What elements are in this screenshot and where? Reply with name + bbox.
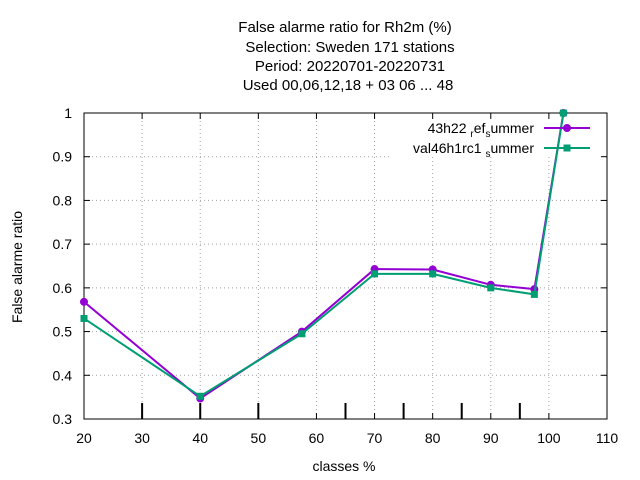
series-2-point [559, 109, 567, 117]
legend-swatch-marker-2 [563, 144, 571, 152]
y-tick-label: 0.4 [53, 367, 73, 383]
plot-border [83, 112, 608, 420]
x-tick-label: 110 [596, 430, 619, 446]
legend-swatch-marker-1 [563, 124, 571, 132]
y-tick-label: 0.5 [53, 324, 73, 340]
series [80, 109, 568, 403]
series-2-line [83, 112, 565, 398]
series-2-point [530, 290, 538, 298]
axes [83, 112, 608, 420]
legend-label-1: 43h22 refsummer [428, 120, 535, 140]
series-2-point [196, 392, 204, 400]
series-2 [80, 109, 567, 400]
x-tick-label: 70 [367, 430, 383, 446]
title-line-3: Period: 20220701-20220731 [255, 58, 445, 75]
y-tick-label: 1 [64, 105, 72, 121]
x-axis-label: classes % [312, 458, 375, 474]
x-tick-label: 30 [134, 430, 150, 446]
y-tick-label: 0.8 [53, 192, 73, 208]
legend-label-2: val46h1rc1 summer [413, 140, 534, 160]
x-tick-label: 40 [192, 430, 208, 446]
series-2-point [429, 270, 437, 278]
grid-lines [84, 113, 607, 419]
legend-item-1: 43h22 refsummer [428, 120, 590, 140]
x-tick-label: 50 [251, 430, 267, 446]
title-line-4: Used 00,06,12,18 + 03 06 ... 48 [243, 77, 454, 94]
series-2-point [371, 270, 379, 278]
series-2-point [298, 330, 306, 338]
tick-labels: 20 30 40 50 60 70 80 90 100 110 0.3 0.4 0.5 0.6 0.7 0.8… [53, 105, 619, 446]
series-1-line [83, 112, 565, 400]
y-tick-label: 0.7 [53, 236, 73, 252]
y-tick-label: 0.6 [53, 280, 73, 296]
x-tick-label: 20 [76, 430, 92, 446]
series-2-point [80, 314, 88, 322]
legend-item-2: val46h1rc1 summer [413, 140, 590, 160]
y-axis-label: False alarme ratio [9, 211, 25, 323]
series-2-point [487, 284, 495, 292]
x-tick-label: 90 [483, 430, 499, 446]
x-tick-label: 100 [537, 430, 561, 446]
title-line-2: Selection: Sweden 171 stations [245, 39, 454, 56]
x-tick-label: 80 [425, 430, 441, 446]
class-count-ticks [141, 403, 521, 419]
title-line-1: False alarme ratio for Rh2m (%) [238, 19, 451, 36]
y-tick-label: 0.9 [53, 149, 73, 165]
chart-title: False alarme ratio for Rh2m (%) Selectio… [238, 19, 454, 94]
x-tick-label: 60 [309, 430, 325, 446]
series-1-point [80, 297, 88, 306]
y-tick-label: 0.3 [53, 411, 73, 427]
